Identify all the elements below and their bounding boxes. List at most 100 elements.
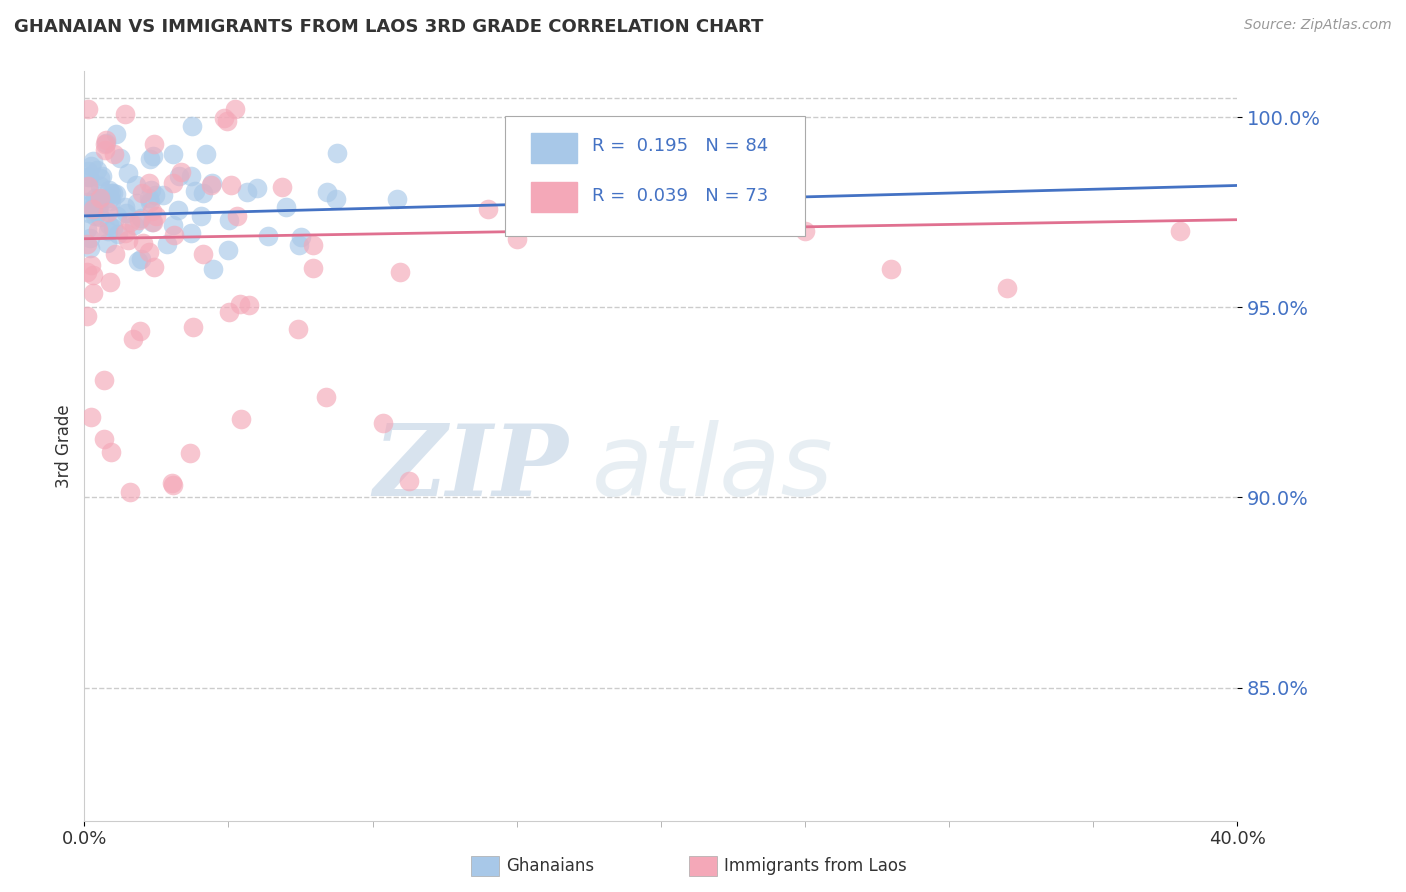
Point (82, 285, 104, 300)
Point (162, 218, 184, 232)
Point (160, 476, 183, 491)
Point (86, 163, 108, 178)
Point (77, 205, 100, 219)
Point (94, 143, 117, 157)
Point (89, 210, 111, 224)
Point (162, 176, 184, 190)
Point (195, 146, 218, 161)
Point (97, 224, 120, 238)
Point (141, 204, 163, 219)
Point (794, 224, 817, 238)
Point (592, 205, 614, 219)
Point (138, 176, 160, 190)
Point (117, 233, 139, 247)
Point (184, 184, 207, 198)
Point (138, 245, 160, 260)
Point (217, 243, 239, 257)
Point (87, 194, 110, 209)
Point (167, 169, 190, 183)
Point (107, 227, 129, 242)
Point (100, 194, 122, 208)
Point (1168, 224, 1191, 238)
Point (139, 194, 162, 209)
Point (128, 213, 150, 227)
Point (129, 324, 152, 338)
Point (180, 119, 202, 133)
Point (179, 446, 201, 460)
Point (880, 262, 903, 277)
Point (118, 485, 141, 500)
Point (122, 218, 145, 232)
Point (131, 252, 153, 266)
Point (190, 209, 212, 223)
Point (302, 238, 325, 252)
Point (82, 153, 104, 168)
Point (94, 136, 117, 151)
Point (271, 180, 294, 194)
Point (276, 200, 298, 214)
Point (77, 103, 100, 117)
Point (167, 203, 190, 218)
Point (290, 230, 312, 244)
Point (120, 215, 142, 229)
Point (76, 164, 98, 178)
Point (101, 221, 124, 235)
Point (77, 179, 100, 194)
Point (103, 186, 125, 200)
Point (129, 211, 152, 225)
Point (477, 202, 499, 217)
Point (94, 133, 117, 147)
Point (139, 183, 162, 197)
Point (145, 209, 167, 223)
Point (114, 226, 136, 240)
FancyBboxPatch shape (530, 133, 576, 162)
Point (156, 236, 179, 251)
Point (80, 201, 103, 215)
Point (385, 192, 408, 206)
Point (105, 209, 128, 223)
Point (193, 186, 215, 200)
Point (108, 151, 131, 165)
Point (218, 213, 240, 227)
Point (217, 113, 239, 128)
Point (142, 149, 165, 163)
Text: Immigrants from Laos: Immigrants from Laos (724, 857, 907, 875)
Point (170, 165, 193, 179)
Point (224, 103, 246, 117)
Point (105, 186, 128, 201)
Point (89, 179, 111, 194)
Point (86, 195, 108, 210)
Point (131, 186, 153, 200)
Point (84, 210, 107, 224)
Point (995, 281, 1018, 295)
Text: Source: ZipAtlas.com: Source: ZipAtlas.com (1244, 18, 1392, 32)
Point (315, 390, 337, 404)
Point (105, 127, 128, 141)
Point (200, 176, 222, 190)
Point (89, 191, 111, 205)
Point (138, 191, 160, 205)
Point (302, 260, 325, 275)
Point (141, 215, 163, 229)
Point (200, 178, 222, 192)
Point (87, 223, 110, 237)
Text: GHANAIAN VS IMMIGRANTS FROM LAOS 3RD GRADE CORRELATION CHART: GHANAIAN VS IMMIGRANTS FROM LAOS 3RD GRA… (14, 18, 763, 36)
Point (76, 265, 98, 279)
Point (90, 169, 112, 183)
Point (98, 275, 121, 289)
Point (76, 169, 98, 184)
Point (76, 198, 98, 212)
Point (180, 169, 202, 183)
FancyBboxPatch shape (505, 116, 806, 236)
Point (191, 247, 214, 261)
Point (79, 241, 101, 255)
Point (80, 159, 103, 173)
Point (100, 191, 122, 205)
Point (325, 192, 347, 206)
Point (388, 265, 411, 279)
Point (103, 146, 125, 161)
Text: atlas: atlas (592, 420, 834, 517)
Point (114, 200, 136, 214)
Point (142, 136, 165, 151)
Point (127, 196, 149, 211)
